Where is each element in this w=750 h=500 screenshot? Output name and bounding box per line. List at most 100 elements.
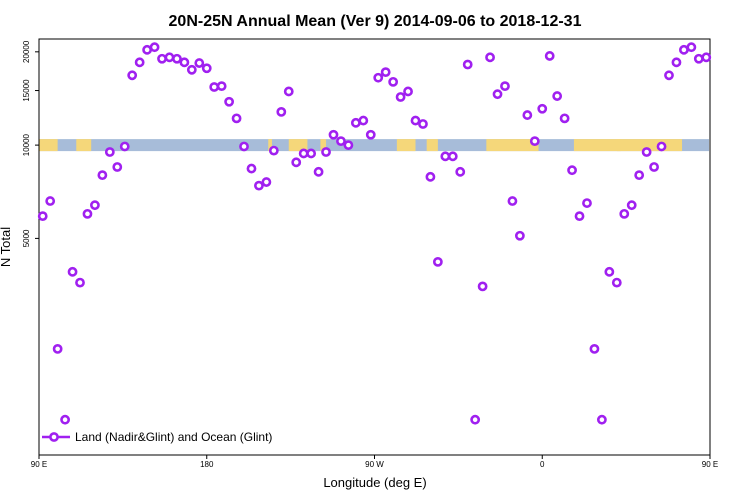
data-point [119, 141, 130, 152]
data-point [268, 145, 279, 156]
data-point [619, 208, 630, 219]
data-point [418, 119, 428, 129]
data-point [90, 200, 100, 211]
data-point [701, 52, 712, 63]
land-ocean-band [39, 139, 709, 152]
data-point [343, 140, 354, 151]
data-point [634, 170, 645, 181]
data-point [559, 113, 570, 124]
y-tick-label: 15000 [22, 79, 31, 102]
data-point [313, 166, 324, 177]
x-tick-label: 180 [200, 460, 214, 469]
data-point [358, 115, 369, 126]
data-point [239, 141, 249, 152]
data-point [37, 211, 48, 222]
data-point [462, 59, 473, 70]
data-point [544, 51, 555, 61]
data-point [537, 103, 548, 114]
data-point [656, 141, 667, 152]
data-point [440, 151, 451, 162]
data-point [201, 63, 212, 74]
data-point [447, 151, 458, 162]
data-point [693, 53, 704, 64]
data-point [142, 44, 153, 55]
data-point [336, 136, 346, 147]
data-point [671, 57, 682, 68]
data-point [574, 211, 585, 222]
data-points [37, 42, 712, 425]
data-point [470, 414, 481, 425]
data-point [403, 86, 413, 97]
data-point [291, 157, 302, 168]
land-segment [39, 139, 58, 152]
land-segment [426, 139, 438, 152]
data-point [373, 72, 384, 83]
y-tick-label: 10000 [22, 133, 31, 156]
data-point [254, 180, 264, 191]
land-segment [396, 139, 416, 152]
y-axis-label: N Total [0, 227, 13, 267]
data-point [134, 57, 145, 68]
data-point [328, 129, 339, 140]
data-point [246, 163, 257, 174]
data-point [507, 196, 518, 206]
land-segment [288, 139, 308, 152]
land-segment [573, 139, 621, 152]
data-point [455, 166, 466, 177]
data-point [477, 281, 488, 292]
y-axis: 5000 10000 15000 20000 [22, 40, 39, 247]
x-tick-label: 90 E [31, 460, 47, 469]
data-point [485, 52, 495, 63]
data-point [395, 92, 406, 102]
x-axis-label: Longitude (deg E) [323, 475, 426, 490]
data-point [582, 198, 592, 208]
data-point [350, 117, 361, 128]
data-point [186, 64, 197, 75]
y-tick-label: 5000 [22, 229, 31, 247]
data-point [127, 70, 138, 81]
data-point [626, 200, 637, 211]
data-point [276, 106, 287, 117]
legend-marker [49, 432, 59, 442]
data-point [306, 148, 317, 159]
data-point [321, 147, 331, 157]
land-segment [320, 139, 327, 152]
data-point [164, 52, 175, 63]
data-point [112, 162, 123, 172]
data-point [410, 115, 421, 126]
data-point [216, 81, 227, 92]
data-point [529, 136, 540, 147]
data-point [679, 44, 689, 55]
data-point [500, 81, 510, 92]
data-point [60, 414, 70, 425]
data-point [157, 53, 167, 64]
data-point [298, 148, 309, 159]
chart-title: 20N-25N Annual Mean (Ver 9) 2014-09-06 t… [169, 13, 582, 30]
data-point [514, 230, 525, 241]
data-point [224, 96, 235, 107]
data-point [380, 67, 391, 78]
data-point [641, 147, 652, 157]
land-segment [486, 139, 539, 152]
data-point [52, 343, 63, 354]
data-point [522, 110, 533, 120]
y-tick-label: 20000 [22, 40, 31, 63]
legend-label: Land (Nadir&Glint) and Ocean (Glint) [75, 430, 272, 444]
data-point [97, 170, 108, 181]
data-point [365, 129, 376, 140]
data-point [45, 196, 56, 206]
data-point [261, 177, 272, 187]
land-segment [268, 139, 272, 152]
plot-frame [38, 38, 711, 456]
x-tick-label: 90 W [365, 460, 384, 469]
x-tick-label: 0 [540, 460, 545, 469]
data-point [604, 266, 615, 277]
data-point [567, 165, 577, 176]
data-point [179, 57, 190, 68]
data-point [194, 58, 205, 68]
data-point [552, 91, 563, 101]
data-point [75, 277, 85, 288]
data-point [231, 113, 242, 124]
x-axis: 90 E 180 90 W 0 90 E [31, 455, 718, 469]
